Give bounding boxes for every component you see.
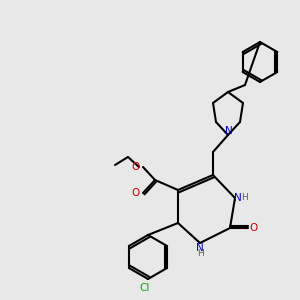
Text: O: O bbox=[132, 188, 140, 198]
Text: N: N bbox=[225, 126, 233, 136]
Text: Cl: Cl bbox=[140, 283, 150, 293]
Text: H: H bbox=[196, 250, 203, 259]
Text: H: H bbox=[241, 193, 248, 202]
Text: N: N bbox=[196, 243, 204, 253]
Text: O: O bbox=[132, 162, 140, 172]
Text: N: N bbox=[234, 193, 242, 203]
Text: O: O bbox=[250, 223, 258, 233]
